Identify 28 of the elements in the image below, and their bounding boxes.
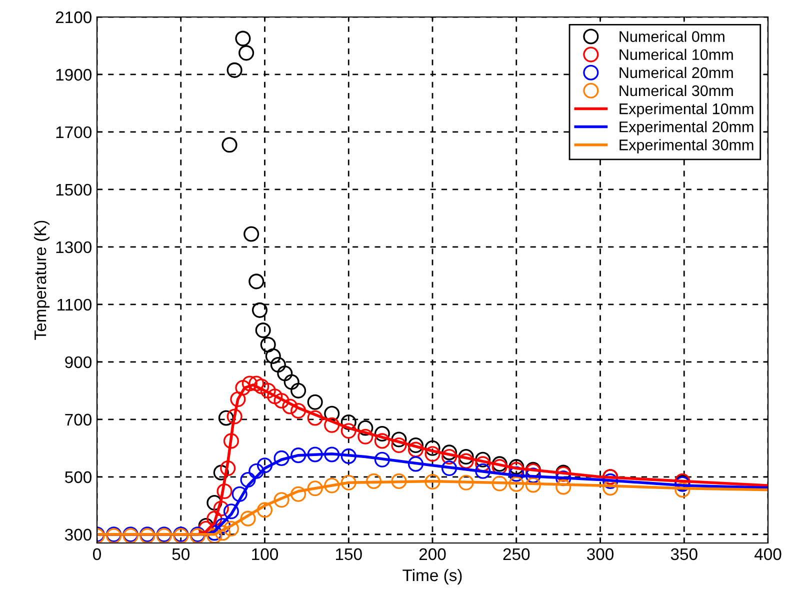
y-tick-label: 1700 xyxy=(56,126,92,138)
y-axis-title: Temperature (K) xyxy=(34,220,50,340)
x-tick-label: 200 xyxy=(419,548,446,560)
y-tick-label: 1500 xyxy=(56,184,92,196)
x-tick-label: 100 xyxy=(252,548,278,560)
x-tick-label: 350 xyxy=(670,548,698,560)
y-tick-label: 2100 xyxy=(56,11,92,24)
x-tick-label: 250 xyxy=(503,548,530,560)
x-axis-title: Time (s) xyxy=(402,568,462,584)
y-tick-label: 1100 xyxy=(58,298,92,311)
y-tick-label: 700 xyxy=(65,414,92,426)
legend-label: Experimental 10mm xyxy=(620,102,754,118)
x-tick-label: 0 xyxy=(93,548,101,560)
legend-label: Numerical 30mm xyxy=(620,84,733,96)
legend-label: Numerical 10mm xyxy=(620,48,733,60)
legend-label: Numerical 0mm xyxy=(620,30,724,42)
legend-label: Experimental 20mm xyxy=(620,121,754,136)
y-tick-label: 500 xyxy=(65,471,92,484)
y-tick-label: 1300 xyxy=(56,241,92,254)
x-tick-label: 50 xyxy=(172,548,190,560)
y-tick-label: 900 xyxy=(65,356,92,368)
y-tick-label: 300 xyxy=(64,528,92,541)
legend-label: Experimental 30mm xyxy=(620,139,754,154)
y-tick-label: 1900 xyxy=(56,68,92,81)
legend-label: Numerical 20mm xyxy=(620,66,733,78)
x-tick-label: 150 xyxy=(336,548,362,560)
x-tick-label: 300 xyxy=(586,548,614,560)
x-tick-label: 400 xyxy=(754,548,782,560)
